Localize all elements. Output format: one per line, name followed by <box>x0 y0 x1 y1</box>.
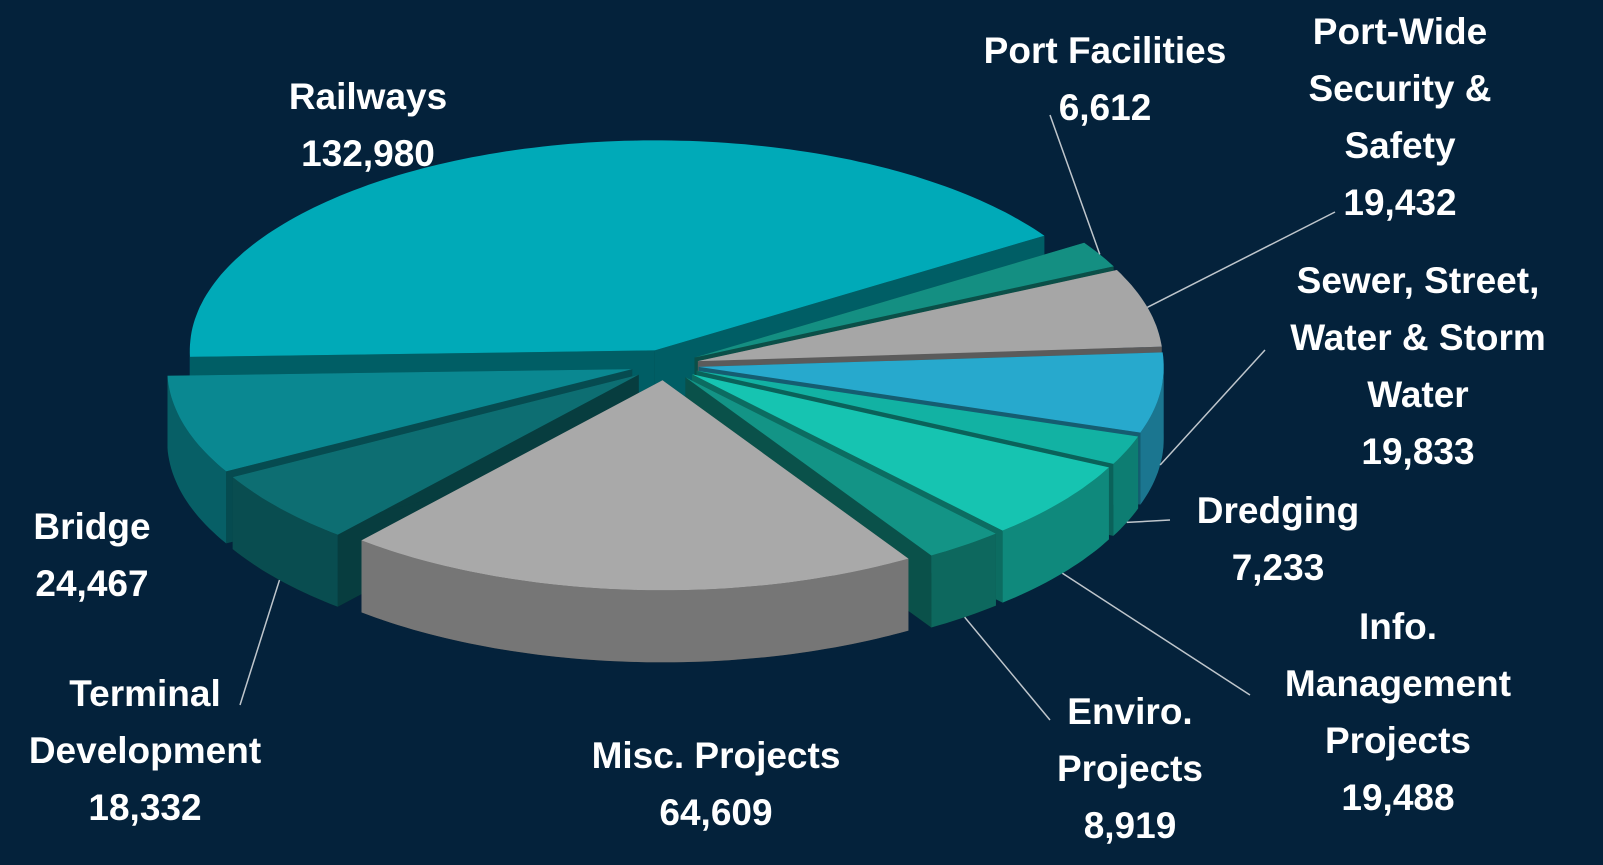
leader-line <box>964 616 1051 721</box>
category-label: Terminal Development <box>28 673 262 771</box>
slice-top <box>697 270 1162 362</box>
category-label: Port-Wide Security & Safety <box>1308 11 1492 166</box>
slice-wall <box>931 533 996 628</box>
slice-top <box>694 242 1114 358</box>
category-label: Bridge <box>33 506 151 547</box>
leader-line <box>1147 211 1336 309</box>
slice-top <box>361 380 909 591</box>
slice-top <box>692 374 1109 531</box>
value-label: 6,612 <box>1058 87 1152 128</box>
value-label: 132,980 <box>301 133 435 174</box>
leader-line <box>239 579 281 706</box>
slice-top <box>232 374 639 535</box>
slice-wall <box>361 540 909 663</box>
slice-label: Railways 132,980 <box>218 68 518 182</box>
slice-top <box>189 140 1045 357</box>
category-label: Port Facilities <box>983 30 1227 71</box>
leader-line <box>1159 349 1266 466</box>
category-label: Enviro. Projects <box>1056 691 1203 789</box>
slice-label: Bridge 24,467 <box>0 498 192 612</box>
value-label: 19,488 <box>1341 777 1455 818</box>
slice-label: Enviro. Projects 8,919 <box>1010 683 1250 854</box>
leader-line <box>1062 572 1251 696</box>
slice-top <box>167 369 633 472</box>
value-label: 19,833 <box>1361 431 1475 472</box>
slice-label: Dredging 7,233 <box>1158 482 1398 596</box>
slice-wall <box>1002 467 1109 603</box>
leader-line <box>1126 519 1171 524</box>
slice-wall <box>232 477 338 607</box>
slice-label: Info. Management Projects 19,488 <box>1248 598 1548 826</box>
value-label: 18,332 <box>88 787 202 828</box>
category-label: Sewer, Street, Water & Storm Water <box>1290 260 1546 415</box>
slice-top <box>685 377 996 556</box>
slice-label: Misc. Projects 64,609 <box>516 727 916 841</box>
slice-wall <box>1113 436 1139 536</box>
slice-label: Port-Wide Security & Safety 19,432 <box>1265 3 1535 231</box>
leader-line <box>1049 114 1101 255</box>
value-label: 24,467 <box>35 563 149 604</box>
category-label: Dredging <box>1196 490 1360 531</box>
value-label: 8,919 <box>1083 805 1177 846</box>
value-label: 64,609 <box>659 792 773 833</box>
value-label: 7,233 <box>1231 547 1325 588</box>
slice-top <box>696 370 1139 464</box>
slice-top <box>698 352 1164 433</box>
slice-label: Sewer, Street, Water & Storm Water 19,833 <box>1263 252 1573 480</box>
slice-label: Port Facilities 6,612 <box>955 22 1255 136</box>
category-label: Misc. Projects <box>591 735 841 776</box>
slice-label: Terminal Development 18,332 <box>0 665 290 836</box>
slice-wall <box>167 375 227 544</box>
slice <box>361 380 909 663</box>
category-label: Railways <box>288 76 448 117</box>
value-label: 19,432 <box>1343 182 1457 223</box>
slice-wall <box>1140 366 1164 505</box>
category-label: Info. Management Projects <box>1284 606 1512 761</box>
